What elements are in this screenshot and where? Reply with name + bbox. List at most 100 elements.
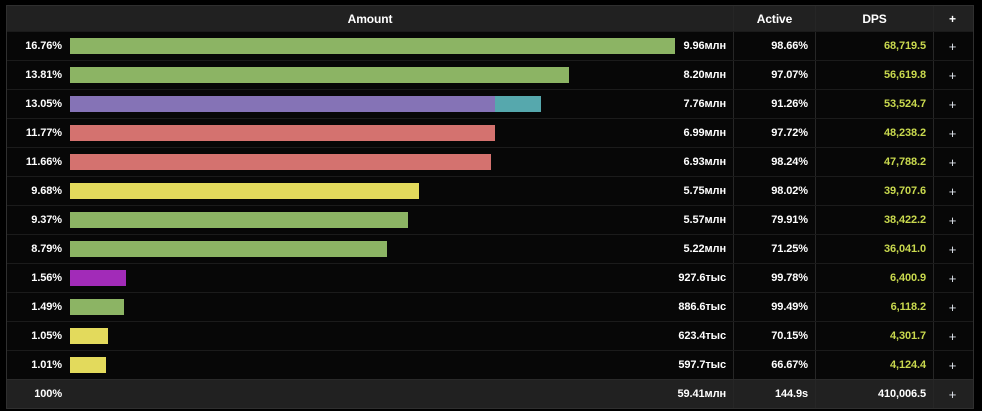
amount-cell: 1.01% 597.7тыс bbox=[7, 351, 733, 379]
expand-button[interactable]: + bbox=[933, 32, 971, 60]
percent-label: 9.68% bbox=[31, 185, 62, 197]
expand-button[interactable]: + bbox=[933, 148, 971, 176]
dps-value: 4,124.4 bbox=[815, 351, 933, 379]
table-row[interactable]: 13.05% 7.76млн 91.26% 53,524.7 + bbox=[7, 89, 973, 118]
table-row[interactable]: 1.49% 886.6тыс 99.49% 6,118.2 + bbox=[7, 292, 973, 321]
active-value: 97.07% bbox=[733, 61, 815, 89]
dps-value: 68,719.5 bbox=[815, 32, 933, 60]
value-bar bbox=[70, 270, 127, 286]
total-amount-cell: 100% 59.41млн bbox=[7, 380, 733, 408]
table-row[interactable]: 1.01% 597.7тыс 66.67% 4,124.4 + bbox=[7, 350, 973, 379]
dps-value: 48,238.2 bbox=[815, 119, 933, 147]
amount-cell: 16.76% 9.96млн bbox=[7, 32, 733, 60]
percent-label: 13.05% bbox=[25, 98, 62, 110]
active-value: 98.02% bbox=[733, 177, 815, 205]
bar-segment bbox=[70, 328, 108, 344]
active-value: 97.72% bbox=[733, 119, 815, 147]
active-value: 71.25% bbox=[733, 235, 815, 263]
value-bar bbox=[70, 96, 542, 112]
column-header-active[interactable]: Active bbox=[733, 6, 815, 31]
total-amount-value: 59.41млн bbox=[677, 388, 727, 400]
amount-value: 5.22млн bbox=[683, 243, 727, 255]
active-value: 98.24% bbox=[733, 148, 815, 176]
amount-value: 7.76млн bbox=[683, 98, 727, 110]
percent-label: 1.49% bbox=[31, 301, 62, 313]
amount-cell: 13.05% 7.76млн bbox=[7, 90, 733, 118]
amount-cell: 1.49% 886.6тыс bbox=[7, 293, 733, 321]
total-row: 100% 59.41млн 144.9s 410,006.5 + bbox=[7, 379, 973, 408]
expand-button[interactable]: + bbox=[933, 351, 971, 379]
dps-value: 56,619.8 bbox=[815, 61, 933, 89]
amount-cell: 9.37% 5.57млн bbox=[7, 206, 733, 234]
table-row[interactable]: 13.81% 8.20млн 97.07% 56,619.8 + bbox=[7, 60, 973, 89]
active-value: 98.66% bbox=[733, 32, 815, 60]
amount-cell: 8.79% 5.22млн bbox=[7, 235, 733, 263]
expand-button[interactable]: + bbox=[933, 235, 971, 263]
value-bar bbox=[70, 67, 569, 83]
total-expand-button[interactable]: + bbox=[933, 380, 971, 408]
percent-label: 16.76% bbox=[25, 40, 62, 52]
bar-segment bbox=[70, 67, 569, 83]
bar-segment bbox=[70, 241, 388, 257]
amount-value: 6.93млн bbox=[683, 156, 727, 168]
table-row[interactable]: 11.66% 6.93млн 98.24% 47,788.2 + bbox=[7, 147, 973, 176]
amount-cell: 11.66% 6.93млн bbox=[7, 148, 733, 176]
amount-value: 597.7тыс bbox=[678, 359, 726, 371]
table-row[interactable]: 1.05% 623.4тыс 70.15% 4,301.7 + bbox=[7, 321, 973, 350]
value-bar bbox=[70, 38, 676, 54]
table-row[interactable]: 8.79% 5.22млн 71.25% 36,041.0 + bbox=[7, 234, 973, 263]
amount-cell: 11.77% 6.99млн bbox=[7, 119, 733, 147]
bar-segment bbox=[70, 357, 107, 373]
amount-value: 6.99млн bbox=[683, 127, 727, 139]
expand-button[interactable]: + bbox=[933, 61, 971, 89]
percent-label: 13.81% bbox=[25, 69, 62, 81]
active-value: 70.15% bbox=[733, 322, 815, 350]
expand-button[interactable]: + bbox=[933, 322, 971, 350]
expand-button[interactable]: + bbox=[933, 119, 971, 147]
table-header-row: Amount Active DPS + bbox=[7, 6, 973, 31]
column-header-expand[interactable]: + bbox=[933, 6, 971, 31]
percent-label: 11.66% bbox=[25, 156, 62, 168]
bar-segment bbox=[495, 96, 542, 112]
table-body: 16.76% 9.96млн 98.66% 68,719.5 + 13.81% … bbox=[7, 31, 973, 379]
total-active-value: 144.9s bbox=[733, 380, 815, 408]
dps-value: 38,422.2 bbox=[815, 206, 933, 234]
dps-value: 39,707.6 bbox=[815, 177, 933, 205]
percent-label: 8.79% bbox=[31, 243, 62, 255]
amount-cell: 13.81% 8.20млн bbox=[7, 61, 733, 89]
expand-button[interactable]: + bbox=[933, 177, 971, 205]
total-dps-value: 410,006.5 bbox=[815, 380, 933, 408]
dps-value: 47,788.2 bbox=[815, 148, 933, 176]
total-percent-label: 100% bbox=[34, 388, 62, 400]
value-bar bbox=[70, 357, 107, 373]
table-row[interactable]: 1.56% 927.6тыс 99.78% 6,400.9 + bbox=[7, 263, 973, 292]
column-header-dps[interactable]: DPS bbox=[815, 6, 933, 31]
bar-segment bbox=[70, 212, 409, 228]
damage-meter-table: Amount Active DPS + 16.76% 9.96млн 98.66… bbox=[6, 5, 974, 409]
table-row[interactable]: 11.77% 6.99млн 97.72% 48,238.2 + bbox=[7, 118, 973, 147]
expand-button[interactable]: + bbox=[933, 264, 971, 292]
active-value: 91.26% bbox=[733, 90, 815, 118]
table-row[interactable]: 16.76% 9.96млн 98.66% 68,719.5 + bbox=[7, 31, 973, 60]
table-row[interactable]: 9.68% 5.75млн 98.02% 39,707.6 + bbox=[7, 176, 973, 205]
dps-value: 36,041.0 bbox=[815, 235, 933, 263]
value-bar bbox=[70, 212, 409, 228]
value-bar bbox=[70, 241, 388, 257]
amount-value: 5.57млн bbox=[683, 214, 727, 226]
expand-button[interactable]: + bbox=[933, 206, 971, 234]
amount-cell: 9.68% 5.75млн bbox=[7, 177, 733, 205]
expand-button[interactable]: + bbox=[933, 293, 971, 321]
amount-value: 927.6тыс bbox=[678, 272, 726, 284]
value-bar bbox=[70, 299, 124, 315]
bar-segment bbox=[70, 96, 496, 112]
bar-segment bbox=[70, 38, 676, 54]
amount-value: 9.96млн bbox=[683, 40, 727, 52]
column-header-amount[interactable]: Amount bbox=[347, 11, 393, 26]
value-bar bbox=[70, 183, 420, 199]
percent-label: 1.05% bbox=[31, 330, 62, 342]
expand-button[interactable]: + bbox=[933, 90, 971, 118]
table-row[interactable]: 9.37% 5.57млн 79.91% 38,422.2 + bbox=[7, 205, 973, 234]
amount-value: 5.75млн bbox=[683, 185, 727, 197]
amount-value: 8.20млн bbox=[683, 69, 727, 81]
value-bar bbox=[70, 125, 495, 141]
